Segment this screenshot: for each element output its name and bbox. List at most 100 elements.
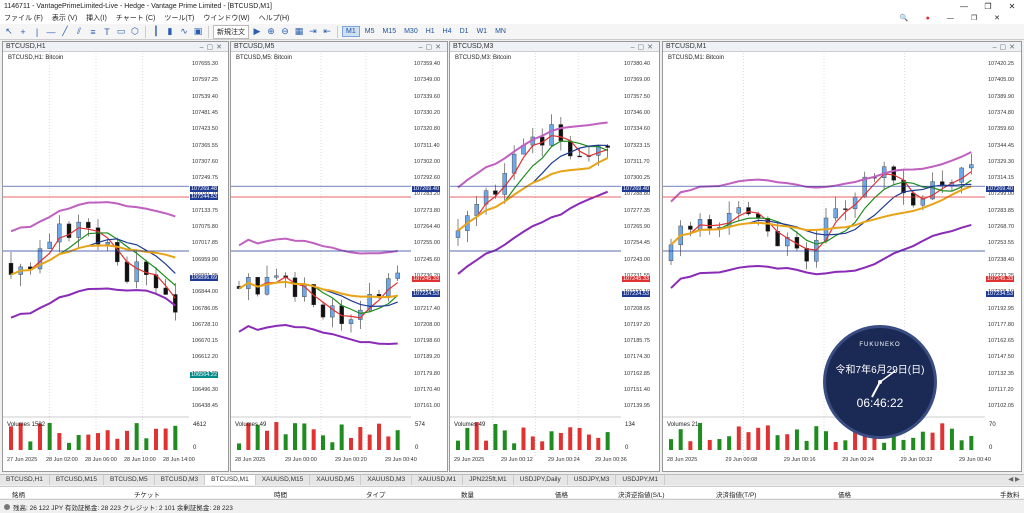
autoscroll-icon[interactable]: ⇥ [309, 26, 317, 36]
volume-bar [853, 423, 858, 450]
horizontal-line-icon[interactable]: — [46, 26, 56, 37]
chart-window[interactable]: BTCUSD,H1 –▢✕ BTCUSD,H1: Bitcoin 107655.30 1… [2, 41, 229, 472]
tab-btcusd-m5[interactable]: BTCUSD,M5 [104, 475, 155, 485]
col-price[interactable]: 価格 [555, 492, 568, 499]
timeframe-h4[interactable]: H4 [442, 28, 452, 35]
tab-btcusd-m3[interactable]: BTCUSD,M3 [155, 475, 206, 485]
col-ticket[interactable]: チケット [134, 492, 160, 499]
chart-window-controls-icon[interactable]: –▢✕ [992, 43, 1018, 51]
price-tick-label: 107217.40 [414, 305, 440, 312]
col-sl[interactable]: 決済逆指値(S/L) [618, 492, 665, 499]
moving-average-line [457, 121, 608, 189]
fibonacci-icon[interactable]: ≡ [90, 26, 96, 37]
chart-window-title[interactable]: BTCUSD,M3 –▢✕ [450, 42, 659, 52]
menu-help[interactable]: ヘルプ(H) [258, 15, 290, 22]
trendline-icon[interactable]: ╱ [62, 26, 68, 36]
channel-icon[interactable]: ⫽ [76, 26, 81, 36]
chart-window-title[interactable]: BTCUSD,H1 –▢✕ [3, 42, 228, 52]
timeframe-m5[interactable]: M5 [364, 28, 375, 35]
chart-window-controls-icon[interactable]: –▢✕ [199, 43, 225, 51]
timeframe-m30[interactable]: M30 [404, 28, 418, 35]
window-minimize-icon[interactable]: — [946, 14, 954, 22]
tab-xauusd-m5[interactable]: XAUUSD,M5 [310, 475, 362, 485]
tab-btcusd-m1[interactable]: BTCUSD,M1 [205, 475, 256, 485]
tab-xauusd-m1[interactable]: XAUUSD,M1 [412, 475, 464, 485]
col-time[interactable]: 時間 [274, 492, 287, 499]
timeframe-h1[interactable]: H1 [425, 28, 435, 35]
col-volume[interactable]: 数量 [461, 492, 474, 499]
candle [493, 190, 498, 195]
col-symbol[interactable]: 銘柄 [12, 492, 25, 499]
window-restore-icon[interactable]: ❐ [970, 15, 978, 22]
tab-xauusd-m3[interactable]: XAUUSD,M3 [361, 475, 413, 485]
text-icon[interactable]: T [104, 26, 110, 37]
chart-window-title[interactable]: BTCUSD,M1 –▢✕ [663, 42, 1021, 52]
price-chart[interactable] [3, 53, 189, 458]
zoom-out-icon[interactable]: ⊖ [281, 26, 289, 36]
search-icon[interactable]: 🔍 [899, 15, 909, 22]
cursor-icon[interactable]: ↖ [5, 26, 13, 36]
chart-window[interactable]: BTCUSD,M5 –▢✕ BTCUSD,M5: Bitcoin 107359.40 1… [230, 41, 448, 472]
chart-shift-icon[interactable]: ⇤ [323, 26, 331, 36]
zoom-in-icon[interactable]: ⊕ [267, 26, 275, 36]
menu-insert[interactable]: 挿入(I) [86, 15, 107, 22]
time-axis-label: 29 Jun 00:24 [842, 457, 874, 463]
window-close-icon[interactable]: ✕ [994, 15, 1000, 22]
tab-usdjpy-daily[interactable]: USDJPY,Daily [514, 475, 568, 485]
tab-btcusd-h1[interactable]: BTCUSD,H1 [0, 475, 50, 485]
timeframe-m1[interactable]: M1 [342, 26, 360, 37]
crosshair-icon[interactable]: + [20, 26, 26, 37]
tab-usdjpy-m1[interactable]: USDJPY,M1 [616, 475, 666, 485]
new-order-button[interactable]: 新規注文 [213, 24, 249, 39]
price-tick-label: 106496.30 [192, 387, 218, 393]
toolbar-divider [145, 25, 146, 38]
chart-window-title[interactable]: BTCUSD,M5 –▢✕ [231, 42, 447, 52]
chart-window-controls-icon[interactable]: –▢✕ [630, 43, 656, 51]
candle [367, 294, 372, 311]
bar-chart-icon[interactable]: ┃ [153, 26, 159, 36]
candle [804, 248, 809, 262]
minimize-button[interactable]: — [960, 1, 968, 11]
price-tick-label: 107185.75 [624, 338, 650, 345]
menu-window[interactable]: ウインドウ(W) [203, 15, 250, 22]
col-type[interactable]: タイプ [366, 492, 386, 499]
menu-file[interactable]: ファイル (F) [4, 15, 43, 22]
menu-tools[interactable]: ツール(T) [164, 15, 195, 22]
candle-chart-icon[interactable]: ▮ [167, 26, 173, 36]
timeframe-d1[interactable]: D1 [459, 28, 469, 35]
timeframe-m15[interactable]: M15 [382, 28, 397, 35]
col-tp[interactable]: 決済指値(T/P) [716, 492, 757, 499]
grid-icon[interactable]: ▦ [294, 26, 304, 36]
tab-xauusd-m15[interactable]: XAUUSD,M15 [256, 475, 311, 485]
tab-btcusd-m15[interactable]: BTCUSD,M15 [50, 475, 105, 485]
maximize-button[interactable]: ❐ [984, 1, 992, 11]
menu-view[interactable]: 表示 (V) [51, 15, 78, 22]
price-chart[interactable] [663, 53, 985, 458]
volume-bar [283, 434, 288, 450]
tab-usdjpy-m3[interactable]: USDJPY,M3 [568, 475, 617, 485]
close-button[interactable]: ✕ [1008, 1, 1016, 11]
col-commission[interactable]: 手数料 [1000, 492, 1020, 499]
tab-scroll-icon[interactable]: ◀ ▶ [1008, 476, 1020, 483]
chart-window[interactable]: BTCUSD,M3 –▢✕ BTCUSD,M3: Bitcoin 107380.40 1… [449, 41, 660, 472]
notification-icon[interactable]: ● [925, 14, 930, 22]
candle [736, 207, 742, 214]
algo-trading-icon[interactable]: ▶ [253, 26, 261, 36]
label-icon[interactable]: ▭ [116, 26, 126, 36]
candle [47, 241, 52, 249]
timeframe-mn[interactable]: MN [495, 28, 506, 35]
menu-chart[interactable]: チャート (C) [115, 15, 156, 22]
candle [775, 231, 780, 247]
timeframe-w1[interactable]: W1 [476, 28, 488, 35]
price-chart[interactable] [231, 53, 411, 458]
tab-jpn225ft-m1[interactable]: JPN225ft,M1 [463, 475, 514, 485]
col-current-price[interactable]: 価格 [838, 492, 851, 499]
chart-window-controls-icon[interactable]: –▢✕ [418, 43, 444, 51]
price-chart[interactable] [450, 53, 621, 458]
vertical-line-icon[interactable]: | [35, 26, 39, 37]
candle [66, 223, 72, 238]
template-icon[interactable]: ▣ [193, 26, 203, 36]
shapes-icon[interactable]: ⬡ [131, 26, 139, 36]
toolbar-divider [337, 25, 338, 38]
line-chart-icon[interactable]: ∿ [180, 26, 188, 36]
